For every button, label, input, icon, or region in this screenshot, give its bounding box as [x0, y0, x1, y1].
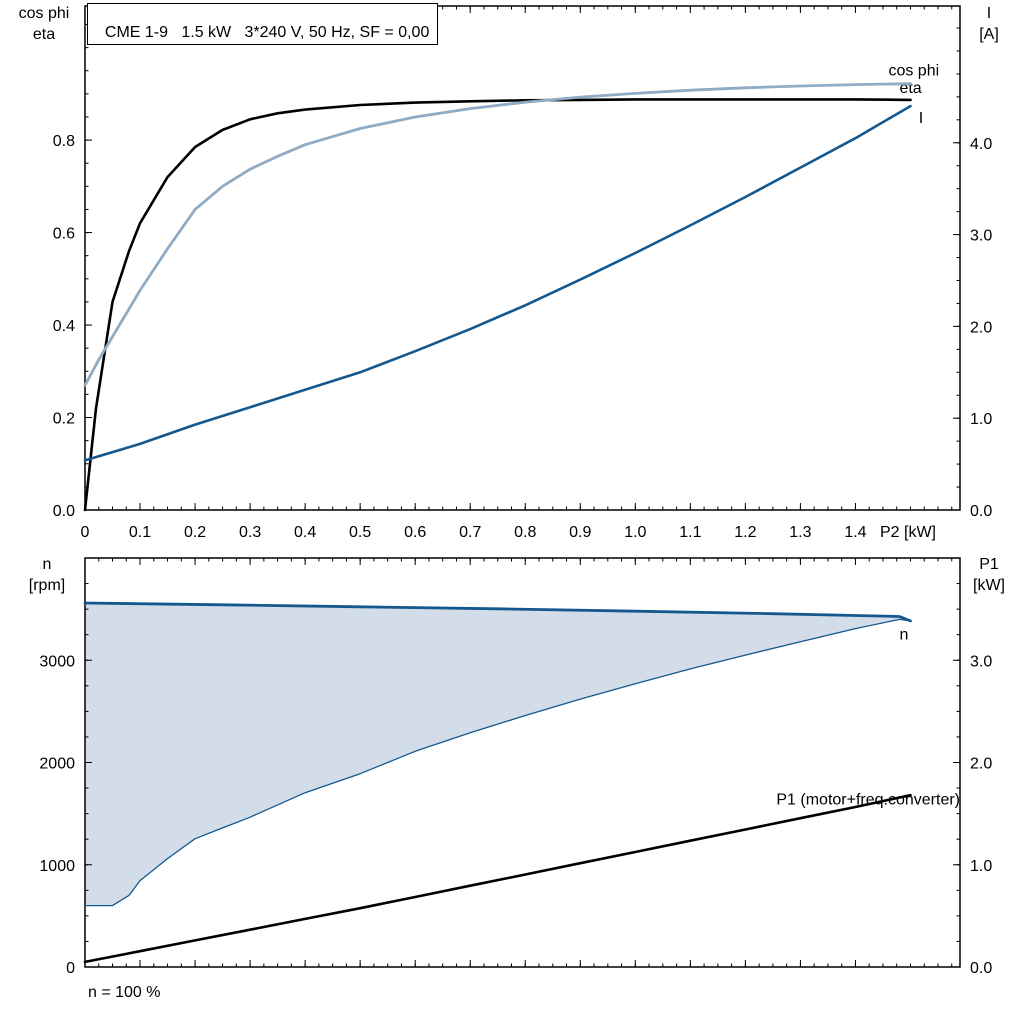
current-curve-label: I: [919, 110, 923, 127]
x-tick-label: 0.8: [514, 524, 536, 541]
right-tick-label: 0.0: [970, 503, 992, 520]
x-tick-label: 0.3: [239, 524, 261, 541]
x-tick-label: 0.5: [349, 524, 371, 541]
left-tick-label: 0.2: [53, 411, 75, 428]
x-tick-label: 1.1: [679, 524, 701, 541]
x-tick-label: 0.1: [129, 524, 151, 541]
speed-footnote: n = 100 %: [88, 984, 161, 1001]
speed-min-curve: [84, 618, 912, 907]
bottom-right-axis-title: P1 [kW]: [960, 554, 1018, 596]
right-tick-label: 1.0: [970, 411, 992, 428]
right-axis-title-line1: I: [986, 5, 992, 22]
p1-curve-label: P1 (motor+freq.converter): [776, 791, 960, 808]
left-tick-label: 1000: [39, 858, 75, 875]
chart-title: CME 1-9 1.5 kW 3*240 V, 50 Hz, SF = 0,00: [104, 24, 430, 41]
x-tick-label: 0.4: [294, 524, 316, 541]
chart-panel-1: 0 1000 2000 3000 0.0 1.0 2.0 3.0 n P1 (motor+freq…: [39, 557, 992, 977]
x-tick-label: 1.3: [789, 524, 811, 541]
cos-phi-curve: [83, 82, 912, 387]
speed-max-curve: [83, 601, 912, 623]
left-tick-label: 0.6: [53, 226, 75, 243]
plot-frame: [84, 557, 961, 968]
left-tick-label: 0.8: [53, 133, 75, 150]
x-tick-label: 1.2: [734, 524, 756, 541]
right-tick-label: 3.0: [970, 228, 992, 245]
right-tick-label: 0.0: [970, 960, 992, 977]
p1-axis-title-line1: P1: [979, 556, 999, 573]
speed-axis-title-line1: n: [42, 556, 52, 573]
left-axis-title-line1: cos phi: [18, 5, 70, 22]
left-tick-label: 3000: [39, 653, 75, 670]
x-tick-label: 1.0: [624, 524, 646, 541]
x-tick-label: 0: [81, 524, 90, 541]
x-tick-label: 1.4: [844, 524, 866, 541]
x-tick-label: 0.7: [459, 524, 481, 541]
bottom-left-axis-title: n [rpm]: [4, 554, 90, 596]
x-axis-title: P2 [kW]: [880, 524, 936, 541]
top-right-axis-title: I [A]: [962, 3, 1016, 45]
left-tick-label: 0.0: [53, 503, 75, 520]
x-tick-label: 0.9: [569, 524, 591, 541]
right-tick-label: 3.0: [970, 653, 992, 670]
right-tick-label: 1.0: [970, 858, 992, 875]
speed-max-curve-label: n: [899, 627, 908, 644]
left-tick-label: 0.4: [53, 318, 75, 335]
right-tick-label: 2.0: [970, 756, 992, 773]
speed-range-area: [85, 603, 911, 906]
speed-axis-title-line2: [rpm]: [28, 577, 66, 594]
right-axis-title-line2: [A]: [979, 26, 999, 43]
eta-curve: [83, 98, 912, 512]
left-tick-label: 0: [66, 960, 75, 977]
p1-curve: [83, 793, 912, 964]
current-curve: [83, 104, 912, 462]
top-left-axis-title: cos phi eta: [4, 3, 84, 45]
chart-title-box: CME 1-9 1.5 kW 3*240 V, 50 Hz, SF = 0,00: [87, 3, 439, 45]
right-tick-label: 4.0: [970, 136, 992, 153]
right-tick-label: 2.0: [970, 319, 992, 336]
x-tick-label: 0.6: [404, 524, 426, 541]
cos-phi-curve-label: cos phi: [888, 62, 939, 79]
left-tick-label: 2000: [39, 756, 75, 773]
chart-panel-0: 0 0.1 0.2 0.3 0.4 0.5 0.6 0.7 0.8 0.9 1.0 1.1 1.2 1.3…: [53, 5, 992, 541]
x-tick-label: 0.2: [184, 524, 206, 541]
plot-frame: [84, 5, 961, 511]
left-axis-title-line2: eta: [32, 26, 56, 43]
p1-axis-title-line2: [kW]: [973, 577, 1005, 594]
